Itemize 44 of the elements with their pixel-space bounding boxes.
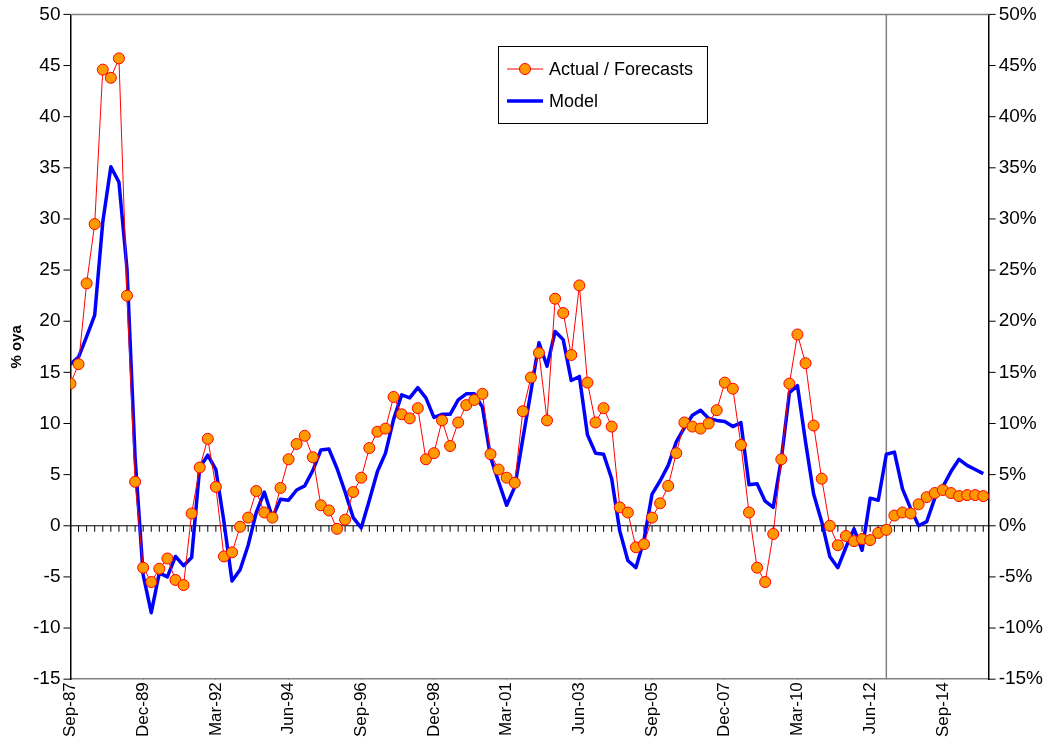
x-tick-label: Mar-01 [496,682,516,737]
x-tick-label: Mar-92 [205,682,225,737]
x-tick-label: Dec-89 [132,682,152,737]
x-tick-label: Mar-10 [787,682,807,737]
y2-tick-label: -10% [998,616,1044,638]
y-tick-label: 50 [39,2,61,24]
legend-label: Model [549,90,599,112]
y2-tick-label: 0% [998,514,1027,535]
y2-tick-label: 5% [998,462,1027,484]
x-tick-label: Jun-03 [569,682,589,735]
x-tick-label: Dec-07 [714,682,734,737]
y-axis-title: % oya [7,324,25,369]
y-tick-label: 10 [39,411,61,433]
y2-tick-label: 15% [998,360,1037,382]
y-tick-label: 45 [39,53,61,75]
y2-tick-label: 20% [998,309,1037,331]
y2-tick-label: 45% [998,53,1037,75]
y-tick-label: -5 [43,565,61,587]
y-tick-label: 35 [39,156,61,178]
y2-tick-label: 30% [998,207,1037,229]
y-tick-label: -10 [32,616,61,638]
y-tick-label: 0 [49,514,61,535]
y2-tick-label: 40% [998,104,1037,126]
y2-tick-label: 25% [998,258,1037,280]
y2-tick-label: 50% [998,2,1037,24]
y2-tick-label: -15% [998,667,1044,689]
legend-label: Actual / Forecasts [549,58,694,80]
x-tick-label: Jun-94 [278,682,298,735]
x-tick-label: Jun-12 [859,682,879,735]
x-tick-label: Dec-98 [423,682,443,737]
y-tick-label: 5 [49,462,61,484]
y2-tick-label: 35% [998,156,1037,178]
y2-tick-label: 10% [998,411,1037,433]
y-tick-label: -15 [32,667,61,689]
y-tick-label: 20 [39,309,61,331]
y-tick-label: 25 [39,258,61,280]
y-tick-label: 30 [39,207,61,229]
x-tick-label: Sep-87 [60,682,80,738]
x-tick-label: Sep-96 [350,682,370,738]
y-tick-label: 40 [39,104,61,126]
x-tick-label: Sep-14 [932,682,952,738]
x-tick-label: Sep-05 [641,682,661,738]
y2-tick-label: -5% [998,565,1033,587]
y-tick-label: 15 [39,360,61,382]
